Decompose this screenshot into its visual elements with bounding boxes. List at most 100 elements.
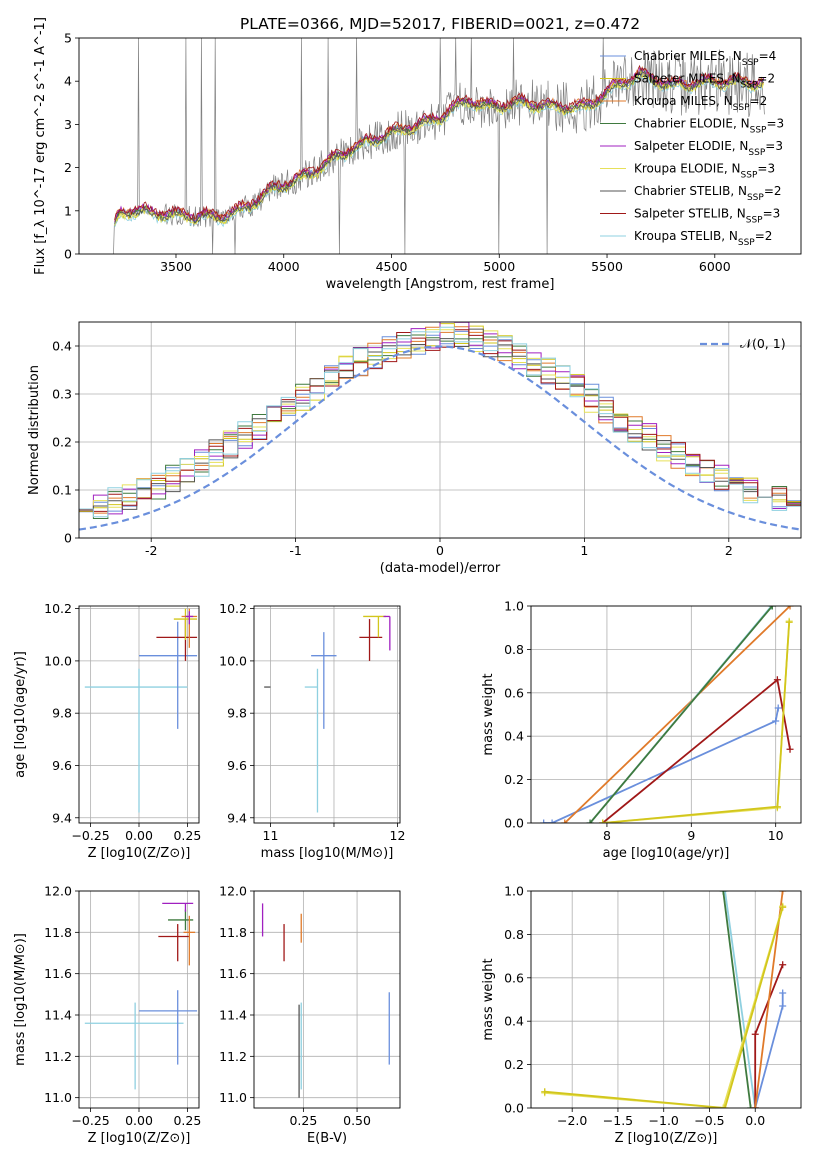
legend-label: Salpeter STELIB, NSSP=3 [634,207,780,226]
weight-marker [773,676,781,684]
y-tick-label: 0.2 [504,772,524,787]
plot-area [541,891,787,1108]
y-axis-label: mass weight [481,673,496,755]
x-tick-label: 0.25 [289,1113,317,1128]
errorbar-point-salpeter-stelib [158,924,190,962]
residual-legend: 𝒩(0, 1) [700,336,786,351]
x-tick-label: −1.5 [603,1113,633,1128]
y-tick-label: 10.2 [219,601,247,616]
errorbar-point-kroupa-stelib [84,1002,184,1090]
histogram-step-salpeter-elodie [79,322,801,515]
histogram-step-salpeter-stelib [79,329,801,512]
weight-line [754,891,784,1108]
legend-label: Kroupa MILES, NSSP=2 [634,94,767,113]
weight-line [544,907,784,1108]
weight-marker [779,989,787,997]
x-tick-label: 0.25 [173,828,201,843]
y-tick-label: 1 [64,203,72,218]
weight-line [724,891,757,1108]
weight-marker [751,1030,759,1038]
weight-marker [541,1088,549,1096]
plot-area [84,902,198,1090]
x-axis-label: wavelength [Angstrom, rest frame] [326,277,555,292]
y-axis-label: age [log10(age/yr)] [13,651,28,778]
weight-marker [751,1104,759,1108]
errorbar-point-salpeter-miles [363,615,387,638]
x-tick-label: 5500 [591,259,623,274]
weight-series-kroupa-miles [561,606,794,823]
y-tick-label: 0.8 [504,642,524,657]
x-tick-label: 10 [768,828,784,843]
weight-line [754,993,784,1108]
mass-vs-metallicity-panel: −0.25 0.00 0.25 11.0 11.2 11.4 11.6 11.8 12.0 Z [… [13,884,201,1147]
y-tick-label: 9.4 [52,810,72,825]
y-tick-label: 11.2 [44,1049,72,1064]
y-tick-label: 12.0 [219,884,247,899]
histogram-step-kroupa-stelib [79,326,801,518]
y-tick-label: 9.6 [227,758,247,773]
plot-area [79,322,801,531]
y-tick-label: 4 [64,74,72,89]
errorbar-point-chabrier-miles [139,621,198,729]
plot-area [113,38,765,254]
weight-series-kroupa-miles [751,891,787,1108]
x-axis-label: mass [log10(M/M⊙)] [261,846,394,861]
weight-series-chabrier-elodie [586,606,776,823]
legend-label: 𝒩(0, 1) [740,336,786,351]
x-tick-label: 8 [603,828,611,843]
weight-marker [779,1002,787,1010]
weight-marker [786,745,794,753]
y-tick-label: 0 [64,531,72,546]
weight-series-salpeter-miles [541,903,787,1108]
legend-label: Chabrier ELODIE, NSSP=3 [634,117,784,136]
model-spectrum-line-kroupa-elodie [114,70,765,226]
y-tick-label: 11.6 [44,966,72,981]
weight-line [543,707,780,823]
x-tick-label: −0.25 [71,1113,109,1128]
y-tick-label: 1.0 [504,884,524,899]
legend-label: Kroupa ELODIE, NSSP=3 [634,162,775,181]
y-tick-label: 10.0 [219,653,247,668]
errorbar-point-salpeter-elodie [185,611,194,625]
weight-marker [779,903,787,911]
y-tick-label: 0.6 [504,685,524,700]
x-tick-label: 0 [436,543,444,558]
y-tick-label: 0.2 [52,435,72,450]
y-tick-label: 0.4 [504,729,524,744]
x-tick-label: -2 [145,543,157,558]
weight-marker [779,961,787,969]
weight-marker [599,819,607,823]
axes-frame [78,890,200,1109]
weight-line [602,622,791,823]
weight-marker [719,891,727,895]
weight-marker [540,819,548,823]
x-tick-label: −1.0 [649,1113,679,1128]
weight-marker [548,819,556,823]
axes-frame [78,321,802,539]
errorbar-point-salpeter-miles [173,608,198,640]
errorbar-point-kroupa-stelib [304,668,319,813]
x-tick-label: 11 [263,828,279,843]
x-tick-label: −0.25 [71,828,109,843]
y-tick-label: 11.4 [44,1008,72,1023]
x-axis-label: Z [log10(Z/Z⊙)] [88,846,191,861]
weight-marker [586,819,594,823]
errorbar-point-salpeter-elodie [383,615,391,651]
spectrum-legend: Chabrier MILES, NSSP=4 Salpeter MILES, NS… [600,49,784,248]
errorbar-point-chabrier-miles [139,990,198,1065]
x-tick-label: 0.00 [125,828,153,843]
y-tick-label: 9.6 [52,758,72,773]
y-axis-label: Flux [f_λ 10^-17 erg cm^-2 s^-1 A^-1] [33,17,48,275]
y-tick-label: 11.8 [44,925,72,940]
x-tick-label: 0.25 [173,1113,201,1128]
y-axis-label: mass [log10(M/M⊙)] [13,933,28,1066]
spectrum-panel: 3500 4000 4500 5000 5500 6000 0 1 2 3 4 5 wavelength… [33,17,802,292]
x-tick-label: 2 [725,543,733,558]
y-tick-label: 9.4 [227,810,247,825]
y-axis-label: Normed distribution [27,365,42,495]
weight-series-salpeter-stelib [599,676,794,823]
y-tick-label: 0.6 [504,970,524,985]
axes-frame [78,605,200,824]
x-tick-label: 5000 [483,259,515,274]
weight-marker [768,606,776,610]
